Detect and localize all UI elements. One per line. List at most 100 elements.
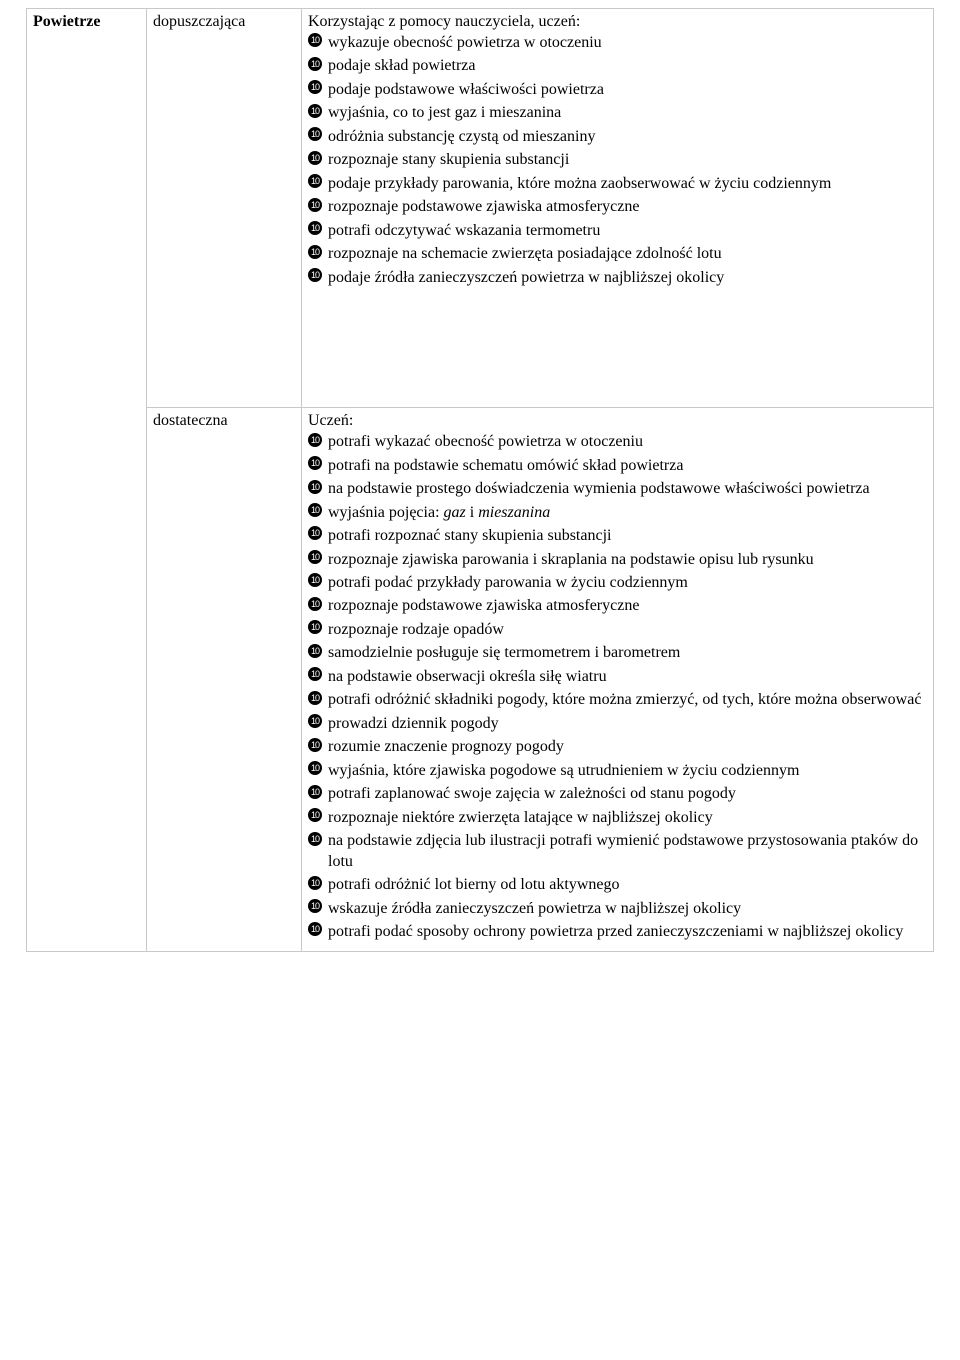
list-item-text: wyjaśnia, które zjawiska pogodowe są utr… [328, 762, 799, 779]
bullet-icon: 10 [308, 245, 322, 259]
list-item: 10 na podstawie zdjęcia lub ilustracji po… [308, 831, 927, 872]
list-item: 10rozpoznaje zjawiska parowania i skrapl… [308, 550, 927, 570]
list-item-text: wyjaśnia pojęcia: gaz i mieszanina [328, 504, 550, 521]
list-item-text: prowadzi dziennik pogody [328, 715, 499, 732]
bullet-icon: 10 [308, 198, 322, 212]
grade-label: dopuszczająca [153, 13, 245, 30]
list-item: 10 prowadzi dziennik pogody [308, 714, 927, 734]
bullet-icon: 10 [308, 433, 322, 447]
topic-cell: Powietrze [27, 9, 147, 952]
bullet-icon: 10 [308, 104, 322, 118]
bullet-icon: 10 [308, 573, 322, 587]
list-item: 10 rozpoznaje stany skupienia substancji [308, 150, 927, 170]
list-item-text: potrafi na podstawie schematu omówić skł… [328, 457, 683, 474]
bullet-icon: 10 [308, 691, 322, 705]
table-row: Powietrze dopuszczająca Korzystając z po… [27, 9, 934, 408]
bullet-icon: 10 [308, 899, 322, 913]
list-item: 10 potrafi podać przykłady parowania w ży… [308, 573, 927, 593]
bullet-icon: 10 [308, 503, 322, 517]
bullet-icon: 10 [308, 714, 322, 728]
list-item: 10 wyjaśnia pojęcia: gaz i mieszanina [308, 503, 927, 523]
list-item-text: potrafi odróżnić lot bierny od lotu akty… [328, 876, 619, 893]
bullet-icon: 10 [308, 785, 322, 799]
grade-label: dostateczna [153, 412, 228, 429]
list-item: 10 rozpoznaje niektóre zwierzęta latające… [308, 808, 927, 828]
bullet-icon: 10 [308, 644, 322, 658]
description-cell: Uczeń: 10potrafi wykazać obecność powiet… [302, 408, 934, 952]
list-item-text: rozpoznaje na schemacie zwierzęta posiad… [328, 245, 722, 262]
list-item: 10 samodzielnie posługuje się termometrem… [308, 643, 927, 663]
list-item-text: potrafi odczytywać wskazania termometru [328, 222, 600, 239]
list-item-text: rozpoznaje zjawiska parowania i skraplan… [328, 551, 814, 568]
bullet-icon: 10 [308, 808, 322, 822]
list-item: 10 podaje podstawowe właściwości powietrz… [308, 80, 927, 100]
bullet-icon: 10 [308, 80, 322, 94]
table-row: dostateczna Uczeń: 10potrafi wykazać obe… [27, 408, 934, 952]
list-item-text: wykazuje obecność powietrza w otoczeniu [328, 34, 602, 51]
bullet-icon: 10 [308, 221, 322, 235]
list-item: 10 potrafi odczytywać wskazania termometr… [308, 221, 927, 241]
bullet-icon: 10 [308, 620, 322, 634]
bullet-icon: 10 [308, 57, 322, 71]
list-item: 10odróżnia substancję czystą od mieszani… [308, 127, 927, 147]
list-item-text: podaje skład powietrza [328, 57, 476, 74]
list-item: 10potrafi rozpoznać stany skupienia subs… [308, 526, 927, 546]
list-item: 10 potrafi na podstawie schematu omówić s… [308, 456, 927, 476]
list-item-text: wskazuje źródła zanieczyszczeń powietrza… [328, 900, 741, 917]
list-item: 10 potrafi odróżnić składniki pogody, któ… [308, 690, 927, 710]
bullet-icon: 10 [308, 151, 322, 165]
list-item: 10 wskazuje źródła zanieczyszczeń powietr… [308, 899, 927, 919]
list-item: 10 wyjaśnia, które zjawiska pogodowe są u… [308, 761, 927, 781]
list-item-text: podaje przykłady parowania, które można … [328, 175, 831, 192]
list-item-text: podaje źródła zanieczyszczeń powietrza w… [328, 269, 724, 286]
list-item-text: rozpoznaje stany skupienia substancji [328, 151, 569, 168]
bullet-icon: 10 [308, 876, 322, 890]
list-item-text: rozumie znaczenie prognozy pogody [328, 738, 564, 755]
list-item-text: wyjaśnia, co to jest gaz i mieszanina [328, 104, 561, 121]
list-item: 10 podaje źródła zanieczyszczeń powietrza… [308, 268, 927, 288]
table-body: Powietrze dopuszczająca Korzystając z po… [27, 9, 934, 952]
bullet-icon: 10 [308, 480, 322, 494]
list-item: 10 rozpoznaje na schemacie zwierzęta posi… [308, 244, 927, 264]
bullet-icon: 10 [308, 761, 322, 775]
list-item-text: potrafi podać przykłady parowania w życi… [328, 574, 688, 591]
bullet-icon: 10 [308, 33, 322, 47]
list-item: 10 wykazuje obecność powietrza w otoczeni… [308, 33, 927, 53]
list-item-text: odróżnia substancję czystą od mieszaniny [328, 128, 595, 145]
list-item: 10 wyjaśnia, co to jest gaz i mieszanina [308, 103, 927, 123]
list-item: 10 potrafi odróżnić lot bierny od lotu ak… [308, 875, 927, 895]
bullet-icon: 10 [308, 738, 322, 752]
list-item-text: na podstawie zdjęcia lub ilustracji potr… [328, 832, 918, 869]
list-item-text: potrafi zaplanować swoje zajęcia w zależ… [328, 785, 736, 802]
list-item-text: rozpoznaje podstawowe zjawiska atmosfery… [328, 597, 639, 614]
list-item-text: na podstawie obserwacji określa siłę wia… [328, 668, 607, 685]
list-item-text: na podstawie prostego doświadczenia wymi… [328, 480, 870, 497]
criteria-table: Powietrze dopuszczająca Korzystając z po… [26, 8, 934, 952]
list-item-text: potrafi wykazać obecność powietrza w oto… [328, 433, 643, 450]
bullet-icon: 10 [308, 268, 322, 282]
list-item-text: podaje podstawowe właściwości powietrza [328, 81, 604, 98]
list-item-text: potrafi odróżnić składniki pogody, które… [328, 691, 921, 708]
list-item: 10 podaje przykłady parowania, które możn… [308, 174, 927, 194]
grade-cell: dopuszczająca [147, 9, 302, 408]
list-item: 10 potrafi zaplanować swoje zajęcia w zal… [308, 784, 927, 804]
bullet-icon: 10 [308, 456, 322, 470]
list-item: 10potrafi podać sposoby ochrony powietrz… [308, 922, 927, 942]
bullet-icon: 10 [308, 922, 322, 936]
list-item: 10rozpoznaje podstawowe zjawiska atmosfe… [308, 596, 927, 616]
list-item: 10 na podstawie prostego doświadczenia wy… [308, 479, 927, 499]
list-item: 10 rozpoznaje rodzaje opadów [308, 620, 927, 640]
list-item-text: samodzielnie posługuje się termometrem i… [328, 644, 680, 661]
bullet-list: 10 wykazuje obecność powietrza w otoczeni… [308, 33, 927, 288]
bullet-icon: 10 [308, 526, 322, 540]
list-item: 10 rozumie znaczenie prognozy pogody [308, 737, 927, 757]
document-page: Powietrze dopuszczająca Korzystając z po… [0, 0, 960, 992]
list-item: 10 potrafi wykazać obecność powietrza w o… [308, 432, 927, 452]
list-item-text: rozpoznaje podstawowe zjawiska atmosfery… [328, 198, 639, 215]
bullet-icon: 10 [308, 832, 322, 846]
list-item-text: rozpoznaje rodzaje opadów [328, 621, 504, 638]
bullet-list: 10 potrafi wykazać obecność powietrza w o… [308, 432, 927, 942]
list-item: 10 podaje skład powietrza [308, 56, 927, 76]
list-item-text: rozpoznaje niektóre zwierzęta latające w… [328, 809, 713, 826]
bullet-icon: 10 [308, 174, 322, 188]
